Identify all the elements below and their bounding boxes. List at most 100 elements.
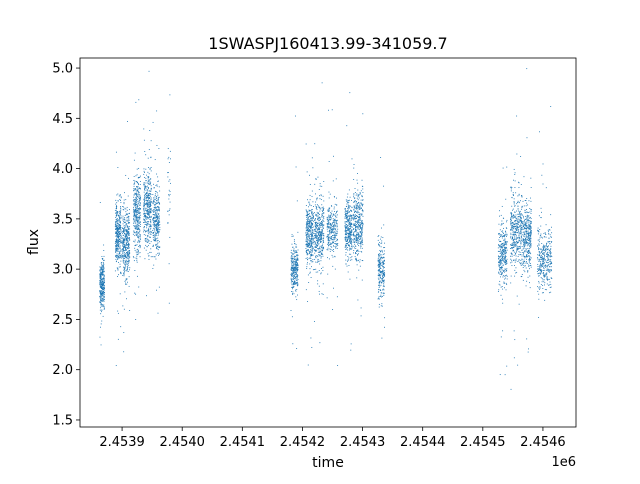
- data-point: [137, 195, 138, 197]
- data-point: [322, 239, 324, 241]
- data-point: [116, 257, 118, 258]
- data-point: [313, 242, 315, 243]
- data-point: [309, 241, 311, 243]
- data-point: [158, 209, 160, 211]
- data-point: [311, 248, 313, 250]
- data-point: [346, 233, 347, 235]
- data-point: [296, 299, 298, 301]
- data-point: [145, 249, 147, 251]
- data-point: [117, 233, 119, 235]
- data-point: [333, 237, 335, 238]
- data-point: [157, 206, 159, 207]
- data-point: [146, 237, 148, 239]
- data-point: [310, 221, 312, 223]
- data-point: [506, 260, 507, 261]
- data-point: [310, 260, 311, 262]
- data-point: [329, 250, 331, 252]
- data-point: [344, 214, 346, 215]
- data-point: [102, 272, 104, 274]
- data-point: [125, 230, 127, 232]
- data-point: [129, 269, 130, 271]
- data-point: [514, 242, 516, 244]
- data-point: [147, 200, 149, 202]
- data-point: [115, 240, 117, 242]
- data-point: [117, 223, 119, 225]
- data-point: [306, 211, 308, 213]
- data-point: [317, 176, 319, 178]
- data-point: [334, 227, 336, 229]
- data-point: [120, 201, 122, 203]
- data-point: [518, 246, 520, 248]
- data-point: [294, 242, 296, 244]
- data-point: [123, 209, 125, 211]
- data-point: [361, 194, 363, 196]
- data-point: [346, 232, 348, 234]
- data-point: [506, 262, 508, 264]
- data-point: [146, 197, 148, 199]
- data-point: [144, 239, 146, 241]
- data-point: [348, 221, 350, 223]
- data-point: [506, 270, 508, 272]
- data-point: [355, 236, 357, 238]
- data-point: [317, 220, 319, 222]
- data-point: [152, 256, 154, 258]
- data-point: [139, 223, 141, 225]
- data-point: [118, 274, 119, 276]
- data-point: [506, 234, 508, 236]
- data-point: [307, 253, 309, 255]
- data-point: [378, 297, 379, 299]
- data-point: [336, 234, 338, 236]
- data-point: [122, 256, 124, 258]
- data-point: [120, 215, 122, 217]
- data-point: [134, 245, 136, 247]
- data-point: [115, 217, 117, 219]
- data-point: [379, 264, 381, 266]
- data-point: [100, 283, 102, 285]
- data-point: [148, 214, 150, 216]
- data-point: [319, 208, 321, 210]
- data-point: [514, 230, 516, 232]
- data-point: [334, 243, 336, 244]
- data-point: [359, 241, 361, 243]
- data-point: [360, 228, 362, 230]
- data-point: [293, 286, 295, 288]
- data-point: [120, 210, 121, 212]
- data-point: [156, 192, 158, 194]
- data-point: [144, 226, 145, 227]
- data-point: [360, 190, 362, 192]
- data-point: [297, 275, 299, 277]
- data-point: [125, 247, 127, 249]
- data-point: [315, 222, 317, 224]
- data-point: [351, 210, 353, 212]
- data-point: [383, 273, 384, 274]
- data-point: [100, 286, 102, 288]
- data-point: [101, 256, 103, 257]
- data-point: [136, 195, 137, 197]
- data-point: [116, 240, 118, 242]
- data-point: [101, 293, 103, 295]
- data-point: [134, 194, 135, 196]
- data-point: [100, 272, 102, 274]
- data-point: [123, 240, 125, 242]
- data-point: [101, 271, 103, 273]
- data-point: [158, 246, 160, 248]
- data-point: [383, 263, 384, 265]
- data-point: [501, 205, 503, 207]
- data-point: [143, 185, 145, 187]
- data-point: [382, 257, 384, 259]
- data-point: [334, 223, 336, 225]
- data-point: [328, 191, 330, 193]
- data-point: [351, 200, 352, 201]
- data-point: [149, 206, 151, 208]
- data-point: [157, 249, 159, 251]
- data-point: [116, 260, 117, 262]
- data-point: [332, 218, 334, 220]
- data-point: [334, 203, 336, 205]
- data-point: [103, 294, 105, 296]
- data-point: [353, 240, 355, 242]
- data-point: [361, 237, 363, 239]
- data-point: [123, 272, 125, 274]
- data-point: [345, 228, 347, 230]
- data-point: [344, 230, 346, 232]
- data-point: [153, 216, 155, 218]
